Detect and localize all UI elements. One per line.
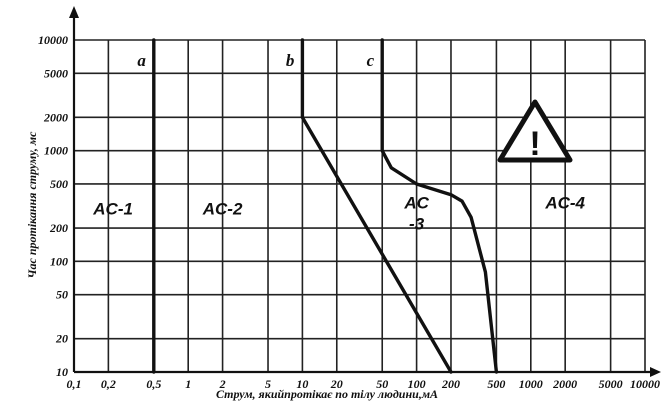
x-tick-label: 10 xyxy=(296,377,308,391)
zone-label: -3 xyxy=(409,214,425,233)
y-tick-label: 1000 xyxy=(44,144,68,158)
x-tick-label: 1 xyxy=(185,377,191,391)
x-tick-label: 5 xyxy=(265,377,271,391)
y-tick-label: 50 xyxy=(56,288,68,302)
zone-label: AC-1 xyxy=(92,200,133,219)
zone-labels: AC-1 AC-2 AC-3 AC-4 xyxy=(92,194,585,234)
x-axis-arrow xyxy=(650,367,661,377)
axes xyxy=(69,6,661,377)
x-tick-label: 5000 xyxy=(599,377,623,391)
warning-icon xyxy=(497,99,573,163)
x-tick-label: 0,5 xyxy=(146,377,161,391)
x-tick-label: 100 xyxy=(408,377,426,391)
curve-label-b: b xyxy=(286,51,295,70)
warning-exclamation: ! xyxy=(529,125,540,163)
x-tick-label: 20 xyxy=(330,377,343,391)
y-tick-label: 500 xyxy=(50,177,68,191)
y-tick-label: 100 xyxy=(50,254,68,268)
y-tick-label: 10 xyxy=(56,365,68,379)
zone-label: AC-2 xyxy=(202,200,243,219)
y-tick-label: 20 xyxy=(55,332,68,346)
curve-b xyxy=(300,38,453,374)
x-axis-title: Струм, якийпротікає по тілу людини,мА xyxy=(216,387,438,401)
curve-label-a: a xyxy=(137,51,146,70)
x-tick-label: 2 xyxy=(219,377,226,391)
y-tick-label: 5000 xyxy=(44,66,68,80)
y-tick-label: 200 xyxy=(49,221,68,235)
x-tick-label: 500 xyxy=(487,377,505,391)
zone-label: AC-4 xyxy=(544,194,585,213)
y-tick-labels: 10 20 50 100 200 500 1000 2000 5000 10000 xyxy=(38,33,68,379)
x-tick-label: 200 xyxy=(441,377,460,391)
x-tick-label: 0,1 xyxy=(67,377,82,391)
curve-c xyxy=(380,38,499,374)
warning-sign: ! xyxy=(497,99,573,163)
zone-label: AC xyxy=(403,194,429,213)
x-tick-label: 0,2 xyxy=(101,377,116,391)
curve-label-c: c xyxy=(367,51,375,70)
x-tick-label: 1000 xyxy=(519,377,543,391)
series-lines: a b c xyxy=(137,38,499,374)
y-axis-arrow xyxy=(69,6,79,18)
y-tick-label: 2000 xyxy=(43,110,68,124)
x-tick-label: 10000 xyxy=(630,377,660,391)
x-tick-label: 50 xyxy=(376,377,388,391)
x-tick-label: 2000 xyxy=(552,377,577,391)
y-axis-title: Час протікання струму, мс xyxy=(25,131,39,279)
y-tick-label: 10000 xyxy=(38,33,68,47)
x-tick-labels: 0,1 0,2 0,5 1 2 5 10 20 50 100 200 500 1000 2000 5000 1… xyxy=(67,377,661,391)
